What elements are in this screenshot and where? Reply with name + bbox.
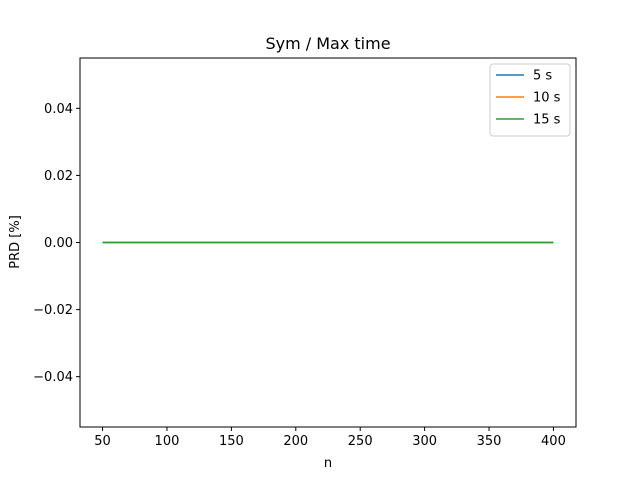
x-tick-label: 400 <box>541 434 566 449</box>
x-tick-label: 350 <box>477 434 502 449</box>
x-tick-label: 300 <box>412 434 437 449</box>
legend-label-2: 10 s <box>533 91 561 106</box>
legend-box <box>489 63 571 137</box>
y-tick-label: 0.02 <box>44 169 73 184</box>
y-tick-label: −0.02 <box>33 303 73 318</box>
y-axis-ticks: −0.04 −0.02 0.00 0.02 0.04 <box>33 102 80 385</box>
y-tick-label: 0.04 <box>44 102 73 117</box>
legend-label-1: 5 s <box>533 69 552 84</box>
legend-label-3: 15 s <box>533 113 561 128</box>
x-tick-label: 100 <box>155 434 180 449</box>
x-axis-label: n <box>324 456 332 471</box>
chart-title: Sym / Max time <box>265 34 390 53</box>
x-tick-label: 250 <box>348 434 373 449</box>
legend: 5 s 10 s 15 s <box>489 63 571 137</box>
y-tick-label: 0.00 <box>44 236 73 251</box>
x-axis-ticks: 50 100 150 200 250 300 350 400 <box>94 427 566 449</box>
y-axis-label: PRD [%] <box>8 215 23 269</box>
x-tick-label: 150 <box>219 434 244 449</box>
y-tick-label: −0.04 <box>33 370 73 385</box>
x-tick-label: 50 <box>94 434 111 449</box>
x-tick-label: 200 <box>283 434 308 449</box>
